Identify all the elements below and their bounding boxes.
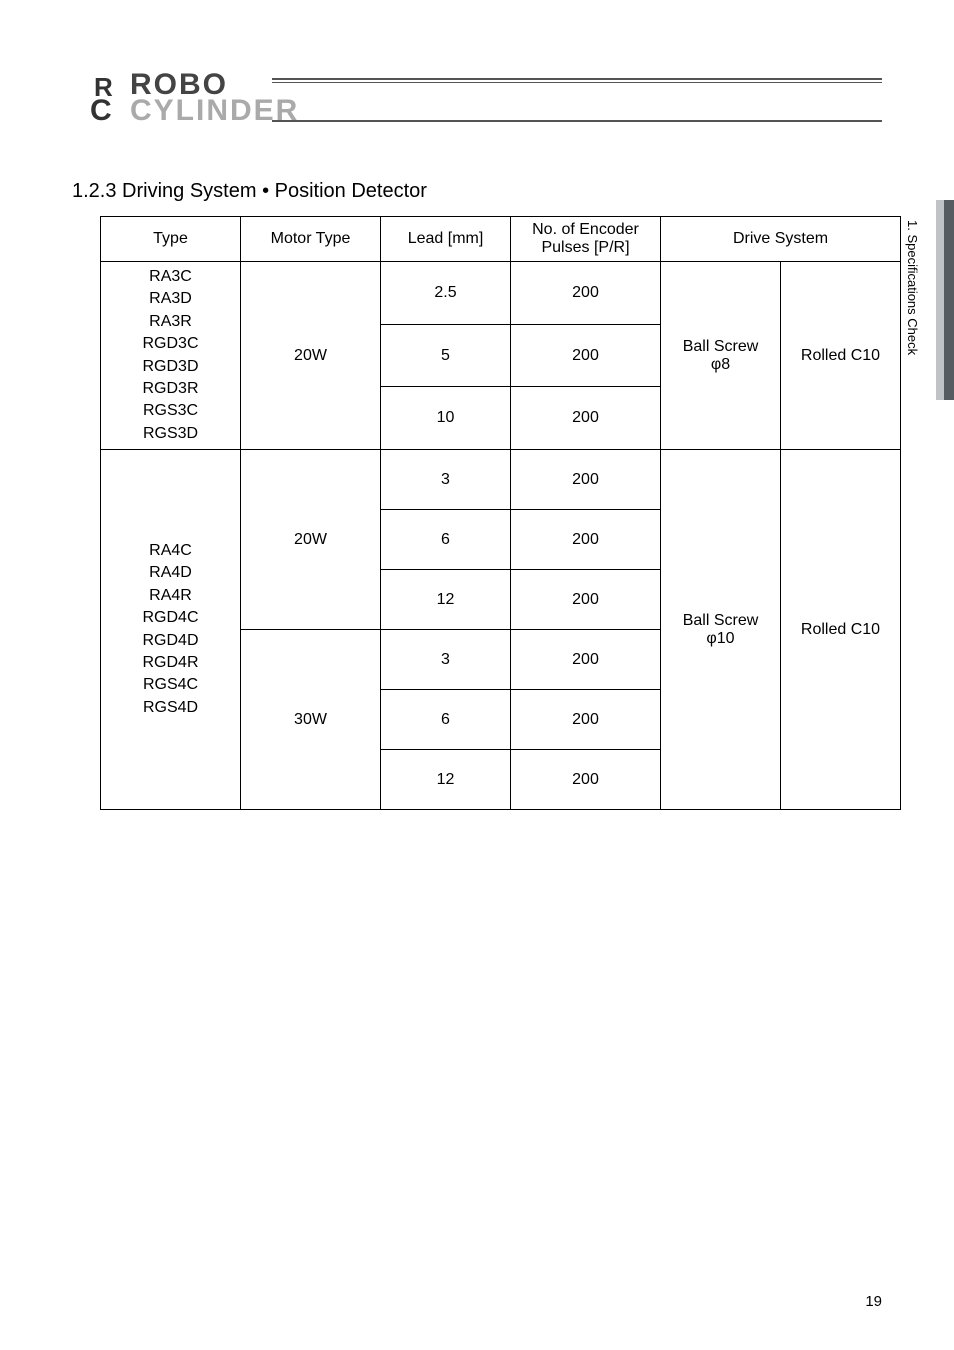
- cell-encoder: 200: [511, 262, 661, 325]
- th-encoder: No. of Encoder Pulses [P/R]: [511, 217, 661, 262]
- cell-grade-g2: Rolled C10: [781, 450, 901, 810]
- cell-lead: 3: [381, 630, 511, 690]
- section-heading: 1.2.3 Driving System • Position Detector: [72, 180, 427, 203]
- page-number: 19: [865, 1293, 882, 1310]
- side-tab-light: [936, 200, 944, 400]
- cell-lead: 3: [381, 450, 511, 510]
- th-motor: Motor Type: [241, 217, 381, 262]
- cell-encoder: 200: [511, 387, 661, 450]
- cell-screw-g1: Ball Screw φ8: [661, 262, 781, 450]
- cell-screw-g2: Ball Screw φ10: [661, 450, 781, 810]
- cell-encoder: 200: [511, 570, 661, 630]
- cell-lead: 12: [381, 570, 511, 630]
- cell-encoder: 200: [511, 690, 661, 750]
- cell-types-g2: RA4C RA4D RA4R RGD4C RGD4D RGD4R RGS4C R…: [101, 450, 241, 810]
- cell-lead: 6: [381, 510, 511, 570]
- cell-lead: 12: [381, 750, 511, 810]
- cell-lead: 2.5: [381, 262, 511, 325]
- screw-g1-text: Ball Screw φ8: [683, 338, 759, 373]
- cell-motor-g1: 20W: [241, 262, 381, 450]
- th-encoder-text: No. of Encoder Pulses [P/R]: [532, 221, 639, 256]
- th-drive: Drive System: [661, 217, 901, 262]
- side-tab: [926, 200, 954, 400]
- side-chapter-label: 1. Specifications Check: [905, 220, 920, 355]
- cell-motor-g2a: 20W: [241, 450, 381, 630]
- table-row: RA3C RA3D RA3R RGD3C RGD3D RGD3R RGS3C R…: [101, 262, 901, 325]
- cell-motor-g2b: 30W: [241, 630, 381, 810]
- th-type: Type: [101, 217, 241, 262]
- th-lead: Lead [mm]: [381, 217, 511, 262]
- cell-encoder: 200: [511, 324, 661, 387]
- side-tab-dark: [944, 200, 954, 400]
- cell-lead: 10: [381, 387, 511, 450]
- logo: R C ROBO CYLINDER: [72, 72, 882, 132]
- logo-rule-top: [272, 78, 882, 83]
- cell-encoder: 200: [511, 750, 661, 810]
- cell-encoder: 200: [511, 510, 661, 570]
- screw-g2-text: Ball Screw φ10: [683, 612, 759, 647]
- types-g2-text: RA4C RA4D RA4R RGD4C RGD4D RGD4R RGS4C R…: [142, 542, 198, 716]
- types-g1-text: RA3C RA3D RA3R RGD3C RGD3D RGD3R RGS3C R…: [142, 268, 198, 442]
- spec-table: Type Motor Type Lead [mm] No. of Encoder…: [100, 216, 880, 810]
- logo-text-cylinder: CYLINDER: [130, 94, 299, 128]
- logo-rule-bottom: [272, 120, 882, 122]
- table-row: RA4C RA4D RA4R RGD4C RGD4D RGD4R RGS4C R…: [101, 450, 901, 510]
- cell-types-g1: RA3C RA3D RA3R RGD3C RGD3D RGD3R RGS3C R…: [101, 262, 241, 450]
- cell-lead: 5: [381, 324, 511, 387]
- cell-encoder: 200: [511, 450, 661, 510]
- cell-encoder: 200: [511, 630, 661, 690]
- table-header-row: Type Motor Type Lead [mm] No. of Encoder…: [101, 217, 901, 262]
- cell-grade-g1: Rolled C10: [781, 262, 901, 450]
- logo-letter-c: C: [90, 94, 112, 128]
- cell-lead: 6: [381, 690, 511, 750]
